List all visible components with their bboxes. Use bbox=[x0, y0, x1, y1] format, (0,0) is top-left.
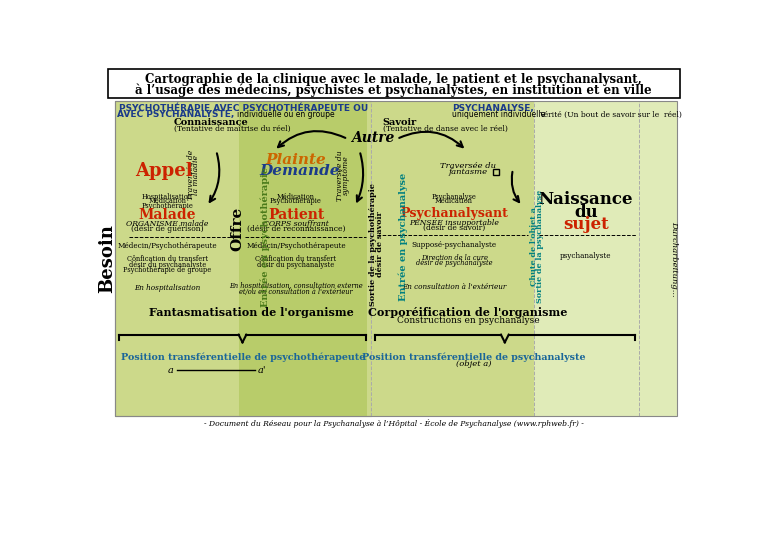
Text: Cônfication du transfert: Cônfication du transfert bbox=[127, 255, 208, 263]
Text: Position transférentielle de psychanalyste: Position transférentielle de psychanalys… bbox=[362, 352, 586, 362]
Bar bbox=[638, 102, 677, 415]
Text: Patient: Patient bbox=[268, 209, 324, 222]
Text: Autre: Autre bbox=[351, 131, 394, 146]
Text: Sortie de la psychothérapie: Sortie de la psychothérapie bbox=[369, 183, 377, 306]
Text: Offre: Offre bbox=[230, 207, 244, 251]
Bar bbox=[493, 169, 499, 175]
Bar bbox=[115, 102, 371, 415]
Text: uniquement individuelle: uniquement individuelle bbox=[452, 110, 546, 119]
Bar bbox=[115, 102, 677, 415]
Text: Médication: Médication bbox=[435, 198, 473, 205]
Text: (désir de guérison): (désir de guérison) bbox=[131, 225, 204, 233]
Bar bbox=[240, 102, 367, 415]
Text: (désir de savoir): (désir de savoir) bbox=[423, 224, 485, 232]
Text: Cônfication du transfert: Cônfication du transfert bbox=[256, 255, 336, 263]
Text: à l’usage des médecins, psychistes et psychanalystes, en institution et en ville: à l’usage des médecins, psychistes et ps… bbox=[135, 83, 652, 97]
Text: désir de psychanalyste: désir de psychanalyste bbox=[415, 259, 492, 267]
Text: psychanalyste: psychanalyste bbox=[560, 252, 611, 260]
Text: Appel: Appel bbox=[135, 162, 193, 180]
Text: ORGANISME malade: ORGANISME malade bbox=[126, 220, 208, 228]
Text: Constructions en psychanalyse: Constructions en psychanalyse bbox=[397, 315, 539, 325]
Text: En consultation à l'extérieur: En consultation à l'extérieur bbox=[402, 283, 506, 291]
Text: Psychanalyse: Psychanalyse bbox=[432, 193, 476, 201]
Text: Entrée en psychanalyse: Entrée en psychanalyse bbox=[398, 173, 408, 301]
Text: PSYCHANALYSE,: PSYCHANALYSE, bbox=[452, 104, 535, 113]
Text: Connaissance: Connaissance bbox=[174, 118, 248, 128]
Bar bbox=[108, 69, 680, 98]
Text: Position transférentielle de psychothérapeute: Position transférentielle de psychothéra… bbox=[121, 352, 366, 362]
Text: Sortie de la psychanalyse: Sortie de la psychanalyse bbox=[536, 190, 544, 303]
Text: fantasme: fantasme bbox=[449, 168, 488, 176]
Text: Savoir: Savoir bbox=[382, 118, 417, 128]
Text: du: du bbox=[574, 204, 598, 221]
Text: En hospitalisation, consultation externe: En hospitalisation, consultation externe bbox=[229, 282, 362, 290]
Text: Psychothérapie: Psychothérapie bbox=[141, 202, 194, 210]
Text: (objet a): (objet a) bbox=[456, 360, 492, 368]
Text: Traversée de: Traversée de bbox=[187, 150, 194, 200]
Text: En hospitalisation: En hospitalisation bbox=[134, 283, 200, 292]
Text: Médecin/Psychothérapeute: Médecin/Psychothérapeute bbox=[246, 242, 346, 250]
Text: PSYCHOTHÉRAPIE AVEC PSYCHOTHÉRAPEUTE OU: PSYCHOTHÉRAPIE AVEC PSYCHOTHÉRAPEUTE OU bbox=[118, 104, 368, 113]
Text: Médication: Médication bbox=[148, 198, 187, 205]
Text: la maladie: la maladie bbox=[192, 155, 200, 195]
Text: désir du psychanalyste: désir du psychanalyste bbox=[257, 261, 335, 269]
Text: Supposé-psychanalyste: Supposé-psychanalyste bbox=[412, 241, 497, 249]
Text: individuelle ou en groupe: individuelle ou en groupe bbox=[237, 110, 335, 119]
Text: a': a' bbox=[257, 365, 266, 375]
Text: Plainte: Plainte bbox=[266, 153, 326, 167]
Text: Besoin: Besoin bbox=[98, 224, 117, 293]
Text: (Tentative de maîtrise du réel): (Tentative de maîtrise du réel) bbox=[174, 125, 290, 133]
Text: Naissance: Naissance bbox=[538, 192, 633, 209]
Text: symptôme: symptôme bbox=[342, 155, 349, 195]
Text: Direction de la cure: Direction de la cure bbox=[421, 254, 488, 262]
Text: sujet: sujet bbox=[563, 216, 609, 233]
Text: (Tentative de danse avec le réel): (Tentative de danse avec le réel) bbox=[382, 125, 508, 133]
Text: et/ou en consultation à l'extérieur: et/ou en consultation à l'extérieur bbox=[239, 288, 353, 295]
Text: Psychothérapie: Psychothérapie bbox=[270, 198, 322, 205]
Bar bbox=[534, 102, 638, 415]
Text: Cartographie de la clinique avec le malade, le patient et le psychanalysant,: Cartographie de la clinique avec le mala… bbox=[145, 73, 642, 85]
Text: Psychanalysant: Psychanalysant bbox=[400, 207, 508, 220]
Text: Traversée du: Traversée du bbox=[440, 162, 496, 170]
Text: Malade: Malade bbox=[138, 209, 196, 222]
Text: Fantasmatisation de l'organisme: Fantasmatisation de l'organisme bbox=[149, 307, 353, 318]
Text: AVEC PSYCHANALYSTE,: AVEC PSYCHANALYSTE, bbox=[117, 110, 234, 119]
Text: (désir de reconnaissance): (désir de reconnaissance) bbox=[247, 225, 345, 233]
Bar bbox=[371, 102, 534, 415]
Text: Chute de l'objet a: Chute de l'objet a bbox=[530, 207, 538, 286]
Text: Vérité (Un bout de savoir sur le  réel): Vérité (Un bout de savoir sur le réel) bbox=[539, 110, 682, 118]
Text: Médecin/Psychothérapeute: Médecin/Psychothérapeute bbox=[118, 242, 217, 250]
Text: désir du psychanalyste: désir du psychanalyste bbox=[129, 261, 206, 269]
Text: Demande: Demande bbox=[260, 163, 340, 178]
Text: Durcharbeitung...: Durcharbeitung... bbox=[670, 220, 678, 296]
Text: - Document du Réseau pour la Psychanalyse à l’Hôpital - École de Psychanalyse (w: - Document du Réseau pour la Psychanalys… bbox=[204, 419, 584, 428]
Text: Psychothérapie de groupe: Psychothérapie de groupe bbox=[123, 266, 211, 274]
Text: désir de savoir: désir de savoir bbox=[376, 212, 384, 277]
Text: Entrée en psychothérapie: Entrée en psychothérapie bbox=[260, 167, 270, 307]
Text: CORPS souffrant: CORPS souffrant bbox=[263, 220, 329, 228]
Text: Corporéification de l'organisme: Corporéification de l'organisme bbox=[369, 307, 568, 318]
Text: Traversée du: Traversée du bbox=[336, 150, 344, 200]
Text: Hospitalisation: Hospitalisation bbox=[142, 193, 193, 201]
Text: Médication: Médication bbox=[277, 193, 315, 201]
Text: PENSÉE insupportable: PENSÉE insupportable bbox=[409, 218, 499, 227]
Text: a: a bbox=[167, 365, 174, 375]
